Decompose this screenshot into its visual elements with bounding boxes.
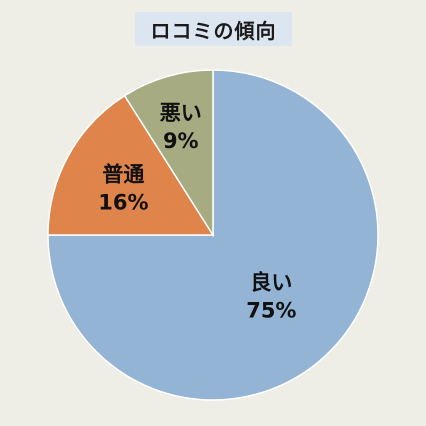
pie-slice-3 [123,69,214,238]
slice-percent-label: 75% [246,298,296,322]
pie-slices [47,69,379,401]
slice-category-label: 良い [250,270,292,294]
slice-percent-label: 16% [98,191,148,215]
slice-category-label: 普通 [102,163,144,187]
pie-slice-2 [47,94,215,236]
chart-title: ロコミの傾向 [135,12,292,46]
slice-percent-label: 9% [163,129,199,153]
slice-category-label: 悪い [160,101,202,125]
pie-slice-1 [47,69,379,401]
pie-labels: 良い 75% 普通 16% 悪い 9% [98,101,296,322]
